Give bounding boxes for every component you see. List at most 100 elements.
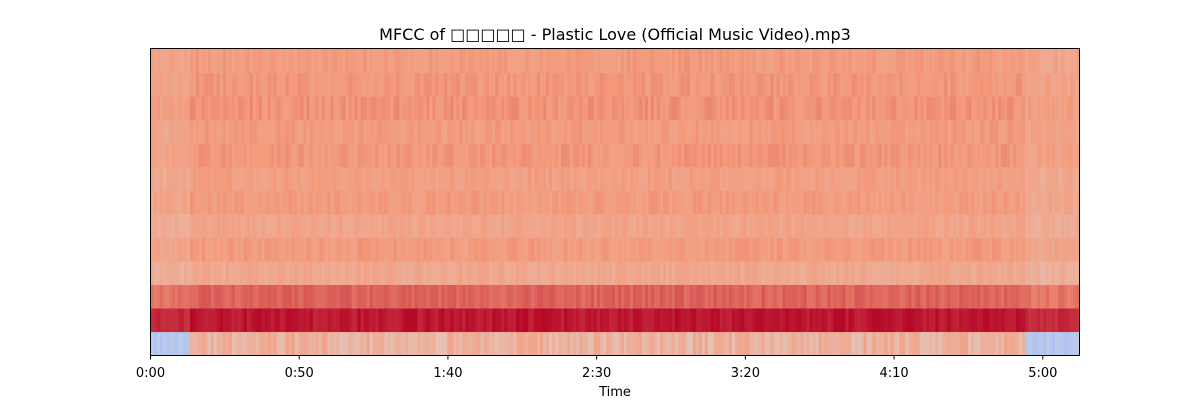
heatmap-cell [357, 331, 362, 356]
heatmap-cell [429, 213, 433, 238]
heatmap-cell [854, 190, 859, 215]
heatmap-cell [438, 119, 442, 144]
heatmap-column [1013, 49, 1017, 356]
heatmap-cell [450, 72, 454, 97]
heatmap-cell [450, 260, 454, 285]
heatmap-cell [770, 213, 775, 238]
heatmap-cell [522, 96, 526, 121]
heatmap-cell [411, 49, 416, 74]
heatmap-cell [237, 307, 242, 333]
heatmap-cell [935, 284, 939, 309]
heatmap-cell [644, 190, 649, 215]
heatmap-cell [743, 284, 748, 309]
heatmap-cell [234, 72, 239, 97]
heatmap-cell [917, 119, 921, 144]
heatmap-cell [543, 72, 547, 97]
heatmap-cell [453, 213, 457, 238]
heatmap-cell [950, 119, 954, 144]
heatmap-cell [716, 284, 721, 309]
heatmap-cell [189, 119, 194, 144]
heatmap-cell [872, 119, 877, 144]
heatmap-cell [806, 72, 811, 97]
heatmap-cell [396, 49, 401, 74]
heatmap-column [971, 49, 975, 356]
heatmap-cell [546, 284, 550, 309]
heatmap-cell [677, 166, 682, 191]
heatmap-cell [752, 166, 757, 191]
heatmap-cell [330, 96, 335, 121]
heatmap-cell [201, 166, 206, 191]
heatmap-cell [677, 284, 682, 309]
heatmap-cell [899, 331, 903, 356]
heatmap-cell [345, 96, 350, 121]
heatmap-cell [911, 166, 915, 191]
heatmap-cell [854, 284, 859, 309]
heatmap-cell [779, 166, 784, 191]
heatmap-cell [561, 190, 565, 215]
heatmap-cell [201, 307, 206, 333]
heatmap-cell [884, 284, 889, 309]
heatmap-cell [534, 72, 538, 97]
heatmap-cell [923, 237, 927, 262]
heatmap-cell [1037, 49, 1041, 74]
heatmap-cell [495, 166, 499, 191]
heatmap-cell [1040, 72, 1044, 97]
heatmap-cell [938, 143, 942, 168]
heatmap-cell [890, 307, 894, 333]
heatmap-cell [498, 119, 502, 144]
heatmap-column [249, 49, 254, 356]
heatmap-cell [764, 166, 769, 191]
heatmap-cell [884, 49, 889, 74]
heatmap-cell [396, 96, 401, 121]
heatmap-cell [890, 213, 894, 238]
heatmap-cell [615, 72, 619, 97]
heatmap-cell [920, 213, 924, 238]
heatmap-cell [992, 143, 996, 168]
x-tick-label: 5:00 [1028, 366, 1057, 381]
heatmap-cell [839, 213, 844, 238]
heatmap-cell [668, 96, 673, 121]
heatmap-cell [746, 72, 751, 97]
heatmap-cell [339, 72, 344, 97]
heatmap-cell [1037, 190, 1041, 215]
heatmap-cell [986, 72, 990, 97]
heatmap-cell [603, 213, 607, 238]
heatmap-cell [390, 284, 395, 309]
heatmap-cell [348, 237, 353, 262]
heatmap-cell [336, 166, 341, 191]
heatmap-cell [231, 284, 236, 309]
heatmap-cell [225, 260, 230, 285]
heatmap-cell [1022, 260, 1026, 285]
heatmap-cell [764, 213, 769, 238]
heatmap-cell [935, 119, 939, 144]
heatmap-cell [495, 190, 499, 215]
heatmap-cell [420, 260, 425, 285]
heatmap-cell [306, 166, 311, 191]
heatmap-cell [360, 260, 365, 285]
heatmap-cell [875, 119, 880, 144]
heatmap-cell [276, 190, 281, 215]
heatmap-cell [549, 96, 553, 121]
heatmap-cell [890, 166, 894, 191]
heatmap-cell [917, 143, 921, 168]
heatmap-column [345, 49, 350, 356]
heatmap-cell [576, 190, 580, 215]
heatmap-cell [453, 260, 457, 285]
heatmap-cell [824, 72, 829, 97]
heatmap-cell [543, 260, 547, 285]
heatmap-cell [351, 49, 356, 74]
heatmap-cell [632, 72, 637, 97]
heatmap-cell [261, 96, 266, 121]
heatmap-cell [650, 307, 655, 333]
heatmap-cell [183, 119, 188, 144]
heatmap-cell [863, 260, 868, 285]
heatmap-cell [522, 284, 526, 309]
heatmap-cell [225, 143, 230, 168]
heatmap-cell [261, 166, 266, 191]
heatmap-column [833, 49, 838, 356]
heatmap-cell [519, 96, 523, 121]
heatmap-cell [1010, 143, 1014, 168]
heatmap-column [399, 49, 404, 356]
heatmap-cell [881, 260, 886, 285]
heatmap-cell [851, 166, 856, 191]
